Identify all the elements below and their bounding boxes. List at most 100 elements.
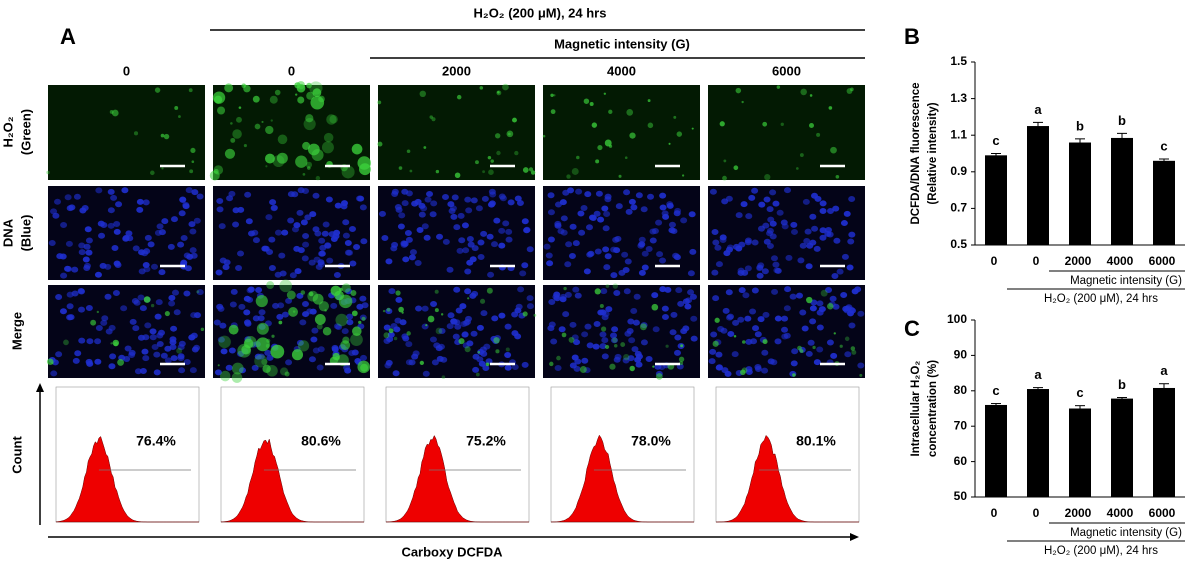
green-signal bbox=[816, 132, 821, 137]
nucleus bbox=[687, 270, 695, 277]
nucleus bbox=[115, 201, 123, 208]
nucleus bbox=[160, 352, 168, 359]
nucleus bbox=[94, 358, 102, 365]
nucleus bbox=[673, 349, 681, 356]
nucleus bbox=[431, 359, 439, 366]
green-signal bbox=[318, 95, 325, 103]
histogram bbox=[716, 434, 859, 523]
green-signal bbox=[160, 133, 165, 138]
green-signal bbox=[178, 115, 181, 118]
row-label: Merge bbox=[9, 312, 24, 350]
nucleus bbox=[139, 368, 147, 375]
green-signal bbox=[458, 338, 465, 345]
nucleus bbox=[144, 234, 152, 241]
nucleus bbox=[628, 198, 636, 205]
nucleus bbox=[278, 252, 286, 259]
green-signal bbox=[647, 99, 651, 103]
green-signal bbox=[497, 90, 500, 94]
nucleus bbox=[215, 269, 223, 276]
green-signal bbox=[608, 109, 613, 114]
green-signal bbox=[799, 349, 804, 353]
nucleus bbox=[627, 318, 635, 325]
green-signal bbox=[314, 313, 326, 325]
nucleus bbox=[136, 206, 144, 213]
nucleus bbox=[790, 360, 798, 367]
x-tick-label: 2000 bbox=[1065, 506, 1092, 520]
nucleus bbox=[302, 233, 310, 240]
green-signal bbox=[351, 310, 358, 317]
bar bbox=[1069, 142, 1091, 245]
nucleus bbox=[429, 336, 437, 343]
green-signal bbox=[423, 146, 427, 149]
nucleus bbox=[487, 201, 495, 208]
green-signal bbox=[542, 134, 546, 138]
nucleus bbox=[423, 234, 431, 241]
nucleus bbox=[550, 338, 558, 345]
nucleus bbox=[738, 241, 746, 248]
nucleus bbox=[604, 253, 612, 260]
nucleus bbox=[819, 234, 827, 241]
nucleus bbox=[193, 217, 201, 224]
green-signal bbox=[599, 303, 604, 309]
green-signal bbox=[350, 290, 357, 296]
nucleus bbox=[424, 196, 432, 203]
green-signal bbox=[154, 87, 161, 93]
nucleus bbox=[645, 355, 653, 362]
nucleus bbox=[758, 201, 766, 208]
nucleus bbox=[244, 191, 252, 198]
green-signal bbox=[652, 365, 655, 368]
nucleus bbox=[177, 355, 185, 362]
green-signal bbox=[435, 327, 443, 335]
nucleus bbox=[735, 212, 743, 219]
nucleus bbox=[164, 357, 172, 364]
nucleus bbox=[711, 229, 719, 236]
x-tick-label: 0 bbox=[991, 506, 998, 520]
nucleus bbox=[581, 331, 589, 338]
nucleus bbox=[714, 244, 722, 251]
bar bbox=[1111, 398, 1133, 497]
nucleus bbox=[560, 229, 568, 236]
nucleus bbox=[666, 202, 674, 209]
nucleus bbox=[719, 237, 727, 244]
significance-letter: b bbox=[1118, 377, 1126, 392]
nucleus bbox=[498, 312, 506, 319]
y-tick-label: 70 bbox=[954, 418, 968, 432]
green-signal bbox=[189, 169, 194, 174]
nucleus bbox=[324, 242, 332, 249]
histogram bbox=[550, 434, 694, 523]
nucleus bbox=[433, 342, 441, 349]
nucleus bbox=[317, 259, 325, 266]
nucleus bbox=[383, 324, 391, 331]
nucleus bbox=[848, 231, 856, 238]
green-signal bbox=[261, 120, 264, 124]
nucleus bbox=[766, 243, 774, 250]
nucleus bbox=[516, 200, 524, 207]
nucleus bbox=[464, 268, 472, 275]
green-signal bbox=[266, 338, 271, 343]
nucleus bbox=[677, 300, 685, 307]
nucleus bbox=[349, 260, 357, 267]
green-signal bbox=[302, 141, 311, 150]
nucleus bbox=[554, 365, 562, 372]
green-signal bbox=[341, 283, 351, 293]
nucleus bbox=[276, 313, 284, 320]
nucleus bbox=[245, 218, 253, 225]
bar bbox=[1027, 126, 1049, 245]
green-signal bbox=[429, 115, 433, 119]
nucleus bbox=[142, 262, 150, 269]
significance-letter: a bbox=[1160, 363, 1168, 378]
green-signal bbox=[427, 315, 435, 323]
significance-letter: b bbox=[1118, 113, 1126, 128]
green-signal bbox=[639, 323, 647, 331]
nucleus bbox=[258, 309, 266, 316]
nucleus bbox=[568, 253, 576, 260]
green-signal bbox=[335, 313, 348, 327]
green-signal bbox=[479, 86, 484, 90]
nucleus bbox=[750, 338, 758, 345]
nucleus bbox=[499, 195, 507, 202]
nucleus bbox=[393, 326, 401, 333]
green-signal bbox=[665, 344, 669, 348]
green-signal bbox=[522, 167, 529, 173]
nucleus bbox=[521, 361, 529, 368]
nucleus bbox=[149, 328, 157, 335]
